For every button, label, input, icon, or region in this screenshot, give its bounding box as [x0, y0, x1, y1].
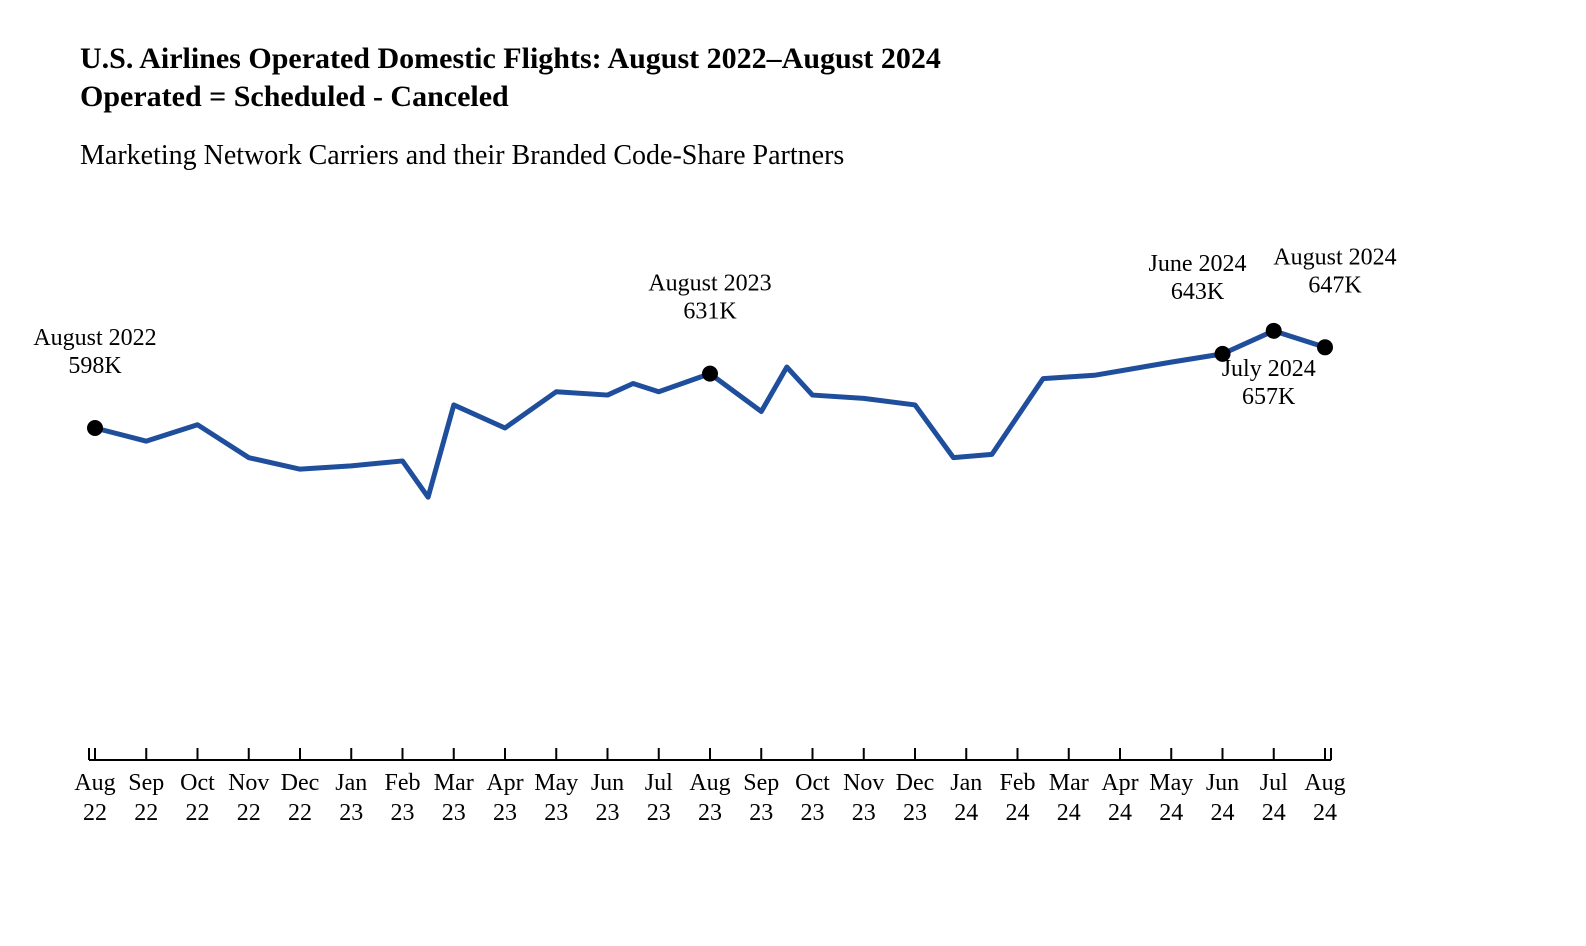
x-tick-label-year: 23: [544, 800, 568, 826]
x-tick-label-month: Jan: [335, 770, 367, 796]
x-tick-label-month: Feb: [385, 770, 421, 796]
x-tick-label-month: Feb: [1000, 770, 1036, 796]
x-tick-label-year: 23: [493, 800, 517, 826]
x-tick-label-year: 24: [1313, 800, 1337, 826]
x-tick-label-year: 23: [647, 800, 671, 826]
data-marker: [87, 420, 103, 436]
data-marker: [702, 366, 718, 382]
x-tick-label-month: Apr: [486, 770, 523, 796]
data-marker: [1317, 339, 1333, 355]
chart-svg: August 2022598KAugust 2023631KJune 20246…: [0, 0, 1586, 946]
x-tick-label-year: 22: [288, 800, 312, 826]
x-tick-label-year: 24: [1108, 800, 1132, 826]
callout-label: August 2024: [1273, 244, 1396, 270]
x-tick-label-month: Aug: [689, 770, 730, 796]
x-tick-label-month: May: [1149, 770, 1193, 796]
line-chart: August 2022598KAugust 2023631KJune 20246…: [0, 0, 1586, 946]
x-tick-label-year: 23: [749, 800, 773, 826]
x-tick-label-month: Sep: [743, 770, 779, 796]
x-tick-label-month: May: [534, 770, 578, 796]
x-tick-label-year: 23: [391, 800, 415, 826]
x-tick-label-year: 24: [1211, 800, 1235, 826]
x-tick-label-year: 22: [134, 800, 158, 826]
x-tick-label-year: 22: [186, 800, 210, 826]
x-tick-label-month: Aug: [1304, 770, 1345, 796]
x-tick-label-month: Jun: [1206, 770, 1239, 796]
x-tick-label-year: 23: [596, 800, 620, 826]
x-tick-label-month: Dec: [281, 770, 320, 796]
callout-value: 598K: [68, 353, 122, 379]
x-tick-label-month: Jul: [1260, 770, 1288, 796]
x-tick-label-month: Jan: [950, 770, 982, 796]
x-tick-label-month: Mar: [434, 770, 474, 796]
x-tick-label-month: Jun: [591, 770, 624, 796]
x-tick-label-year: 23: [442, 800, 466, 826]
x-tick-label-year: 24: [1057, 800, 1081, 826]
callout-value: 631K: [683, 299, 737, 325]
x-tick-label-year: 22: [83, 800, 107, 826]
x-tick-label-year: 22: [237, 800, 261, 826]
x-tick-label-month: Oct: [795, 770, 830, 796]
x-tick-label-year: 24: [1159, 800, 1183, 826]
x-tick-label-year: 24: [1006, 800, 1030, 826]
x-tick-label-year: 23: [903, 800, 927, 826]
x-tick-label-month: Apr: [1101, 770, 1138, 796]
x-tick-label-year: 23: [852, 800, 876, 826]
callout-label: June 2024: [1149, 251, 1247, 277]
callout-label: July 2024: [1222, 356, 1316, 382]
page: U.S. Airlines Operated Domestic Flights:…: [0, 0, 1586, 946]
x-tick-label-year: 23: [339, 800, 363, 826]
x-tick-label-month: Jul: [645, 770, 673, 796]
x-tick-label-year: 24: [954, 800, 978, 826]
x-tick-label-month: Aug: [74, 770, 115, 796]
x-tick-label-month: Sep: [128, 770, 164, 796]
x-tick-label-month: Nov: [228, 770, 269, 796]
callout-value: 657K: [1242, 384, 1296, 410]
callout-value: 647K: [1308, 272, 1362, 298]
x-tick-label-month: Oct: [180, 770, 215, 796]
x-tick-label-month: Mar: [1049, 770, 1089, 796]
data-marker: [1266, 323, 1282, 339]
x-tick-label-month: Dec: [896, 770, 935, 796]
callout-label: August 2023: [648, 271, 771, 297]
x-tick-label-month: Nov: [843, 770, 884, 796]
callout-value: 643K: [1171, 279, 1225, 305]
callout-label: August 2022: [33, 325, 156, 351]
data-line: [95, 331, 1325, 497]
x-tick-label-year: 23: [698, 800, 722, 826]
x-tick-label-year: 24: [1262, 800, 1286, 826]
x-tick-label-year: 23: [801, 800, 825, 826]
